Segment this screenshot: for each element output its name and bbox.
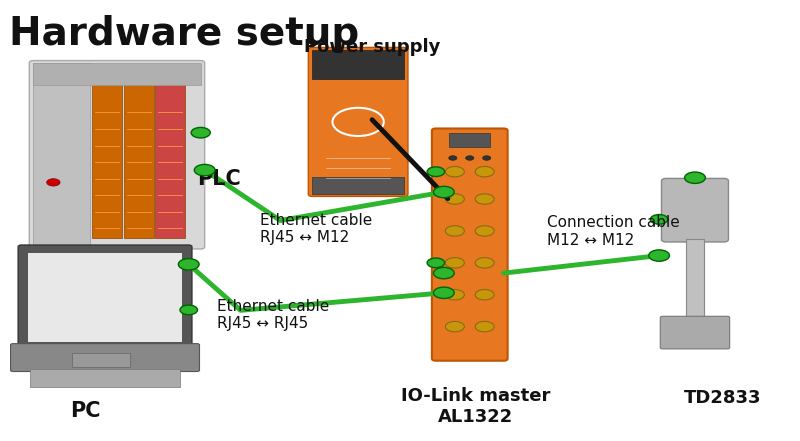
Circle shape (650, 214, 668, 224)
FancyBboxPatch shape (308, 47, 408, 196)
Bar (450, 133, 490, 146)
FancyBboxPatch shape (18, 245, 192, 350)
Circle shape (434, 267, 454, 279)
Bar (686, 239, 704, 323)
FancyBboxPatch shape (660, 316, 730, 349)
Bar (123, 75, 154, 238)
Circle shape (475, 290, 494, 300)
Bar (155, 75, 186, 238)
Circle shape (475, 258, 494, 268)
Text: Connection cable
M12 ↔ M12: Connection cable M12 ↔ M12 (547, 215, 680, 248)
Circle shape (446, 290, 464, 300)
Circle shape (178, 258, 199, 270)
Circle shape (434, 186, 454, 198)
Bar (34, 63, 90, 247)
FancyBboxPatch shape (10, 344, 199, 371)
Bar (30, 369, 180, 387)
Circle shape (482, 156, 490, 160)
Circle shape (180, 305, 198, 315)
Circle shape (191, 127, 210, 138)
Text: Hardware setup: Hardware setup (10, 15, 360, 52)
Text: Ethernet cable
RJ45 ↔ M12: Ethernet cable RJ45 ↔ M12 (261, 213, 373, 246)
Circle shape (449, 156, 457, 160)
Bar (28, 253, 182, 342)
Text: TD2833: TD2833 (684, 389, 762, 407)
Circle shape (427, 167, 445, 176)
Circle shape (46, 179, 60, 186)
Text: Power supply: Power supply (304, 38, 440, 56)
Circle shape (475, 194, 494, 204)
Circle shape (475, 321, 494, 332)
Bar (71, 353, 130, 367)
Circle shape (685, 172, 706, 183)
Bar (312, 49, 404, 78)
Circle shape (446, 226, 464, 236)
Text: Ethernet cable
RJ45 ↔ RJ45: Ethernet cable RJ45 ↔ RJ45 (217, 299, 329, 331)
Text: PLC: PLC (197, 169, 241, 189)
Circle shape (446, 321, 464, 332)
Text: PC: PC (70, 401, 100, 421)
Circle shape (194, 164, 215, 176)
Text: IO-Link master
AL1322: IO-Link master AL1322 (401, 387, 550, 426)
Circle shape (475, 226, 494, 236)
Circle shape (427, 258, 445, 268)
Bar (34, 63, 201, 85)
Circle shape (446, 194, 464, 204)
Circle shape (446, 258, 464, 268)
Circle shape (434, 287, 454, 299)
Circle shape (466, 156, 474, 160)
Circle shape (333, 108, 384, 136)
Bar (92, 75, 122, 238)
Circle shape (446, 166, 464, 177)
Circle shape (475, 166, 494, 177)
FancyBboxPatch shape (432, 128, 508, 361)
FancyBboxPatch shape (662, 179, 729, 242)
Circle shape (649, 250, 670, 261)
Bar (312, 177, 404, 194)
FancyBboxPatch shape (30, 60, 205, 249)
